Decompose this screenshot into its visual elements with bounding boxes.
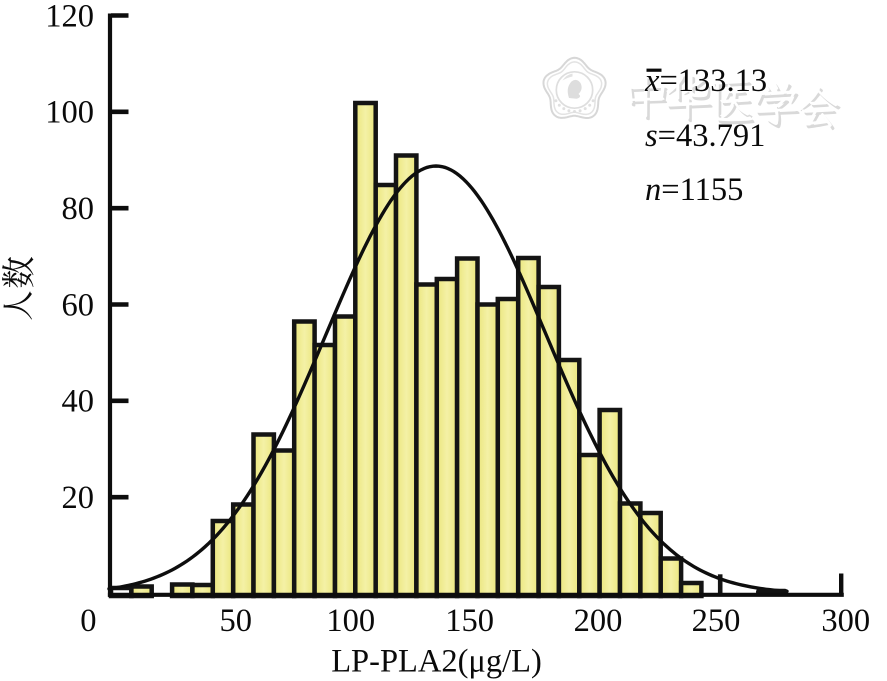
svg-text:LP-PLA2(μg/L): LP-PLA2(μg/L) <box>331 644 542 680</box>
svg-text:s=43.791: s=43.791 <box>645 118 765 154</box>
svg-text:100: 100 <box>45 95 94 131</box>
svg-text:250: 250 <box>692 603 741 639</box>
svg-text:x=133.13: x=133.13 <box>644 63 767 99</box>
svg-text:n=1155: n=1155 <box>645 172 743 208</box>
svg-text:50: 50 <box>219 603 252 639</box>
svg-text:200: 200 <box>574 603 623 639</box>
svg-text:80: 80 <box>62 191 95 227</box>
svg-text:40: 40 <box>62 384 95 420</box>
svg-text:100: 100 <box>326 603 375 639</box>
svg-text:150: 150 <box>445 603 494 639</box>
svg-text:60: 60 <box>62 287 95 323</box>
svg-text:120: 120 <box>45 0 94 34</box>
svg-text:20: 20 <box>62 480 95 516</box>
svg-text:0: 0 <box>80 603 96 639</box>
svg-text:300: 300 <box>821 603 870 639</box>
